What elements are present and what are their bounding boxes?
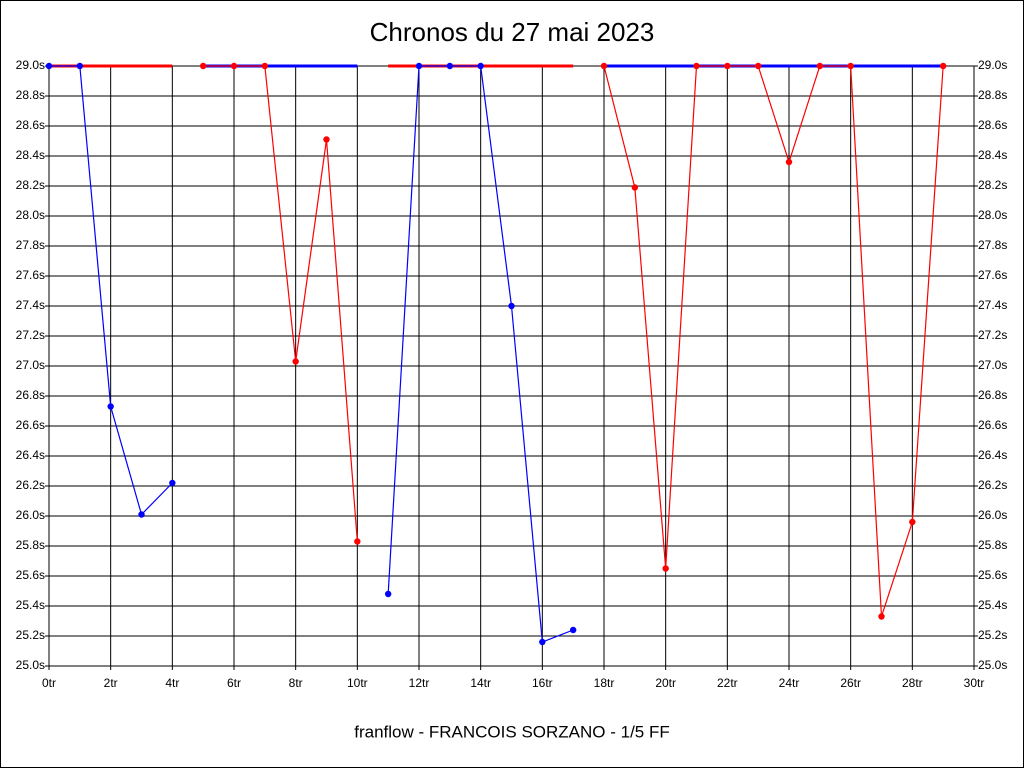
point [631,184,639,191]
x-tick-label: 28tr [902,676,923,690]
y-tick-label: 25.6s [16,568,45,582]
y2-tick-label: 27.2s [978,328,1007,342]
y-tick-label: 25.8s [16,538,45,552]
point [878,613,885,620]
point [909,518,916,526]
point [785,158,793,166]
x-tick-label: 8tr [289,676,303,690]
y-tick-label: 28.0s [16,208,45,222]
point [292,358,299,365]
point [138,511,145,518]
y-tick-label: 27.2s [16,328,45,342]
y-tick-label: 27.6s [16,268,45,282]
point [230,62,238,70]
y2-tick-label: 26.0s [978,508,1007,522]
y2-tick-label: 25.4s [978,598,1007,612]
x-tick-label: 26tr [840,676,861,690]
y2-tick-label: 26.4s [978,448,1007,462]
x-tick-label: 22tr [717,676,738,690]
y2-tick-label: 28.0s [978,208,1007,222]
y-tick-label: 25.2s [16,628,45,642]
y-tick-label: 27.8s [16,238,45,252]
y-tick-label: 25.4s [16,598,45,612]
y2-tick-label: 26.2s [978,478,1007,492]
y2-tick-label: 28.8s [978,88,1007,102]
y-tick-label: 28.8s [16,88,45,102]
x-tick-label: 30tr [964,676,985,690]
point [45,62,53,70]
y2-tick-label: 26.8s [978,388,1007,402]
point [446,62,454,70]
y2-tick-label: 25.2s [978,628,1007,642]
x-tick-label: 20tr [655,676,676,690]
y2-tick-label: 28.4s [978,148,1007,162]
x-axis-label: franflow - FRANCOIS SORZANO - 1/5 FF [354,722,670,741]
point [384,590,392,598]
y2-tick-label: 28.6s [978,118,1007,132]
point [508,302,515,310]
y-tick-label: 28.2s [16,178,45,192]
point [939,62,947,70]
y-tick-label: 26.2s [16,478,45,492]
point [76,62,84,70]
x-tick-label: 4tr [165,676,179,690]
point [261,62,269,70]
x-tick-label: 10tr [347,676,368,690]
point [169,479,176,487]
y2-tick-label: 25.0s [978,658,1007,672]
y2-tick-label: 27.4s [978,298,1007,312]
x-tick-label: 24tr [779,676,800,690]
point [354,538,361,545]
x-tick-label: 12tr [409,676,430,690]
point [600,62,608,70]
y-tick-label: 27.4s [16,298,45,312]
series-line [203,65,944,617]
chart-title: Chronos du 27 mai 2023 [370,17,655,47]
y-tick-label: 26.0s [16,508,45,522]
x-tick-label: 6tr [227,676,241,690]
point [323,136,330,143]
point [724,62,731,70]
point [477,62,484,70]
point [754,62,762,70]
point [107,403,114,410]
y2-tick-label: 26.6s [978,418,1007,432]
y2-tick-label: 28.2s [978,178,1007,192]
y2-tick-label: 25.6s [978,568,1007,582]
y2-tick-label: 25.8s [978,538,1007,552]
point [693,62,700,70]
y-tick-label: 28.4s [16,148,45,162]
y2-tick-label: 27.6s [978,268,1007,282]
point [199,62,207,70]
y-tick-label: 26.4s [16,448,45,462]
point [847,62,854,70]
y2-tick-label: 27.0s [978,358,1007,372]
x-tick-label: 14tr [470,676,491,690]
point [816,62,824,70]
y-tick-label: 25.0s [16,658,45,672]
y-tick-label: 26.6s [16,418,45,432]
point [539,638,546,646]
x-tick-label: 16tr [532,676,553,690]
point [569,626,577,634]
y-tick-label: 27.0s [16,358,45,372]
point [415,62,423,70]
x-tick-label: 18tr [594,676,615,690]
point [662,565,669,572]
y-tick-label: 29.0s [16,58,45,72]
y-tick-label: 28.6s [16,118,45,132]
y2-tick-label: 27.8s [978,238,1007,252]
x-tick-label: 0tr [42,676,56,690]
y-tick-label: 26.8s [16,388,45,402]
x-tick-label: 2tr [104,676,118,690]
y2-tick-label: 29.0s [978,58,1007,72]
